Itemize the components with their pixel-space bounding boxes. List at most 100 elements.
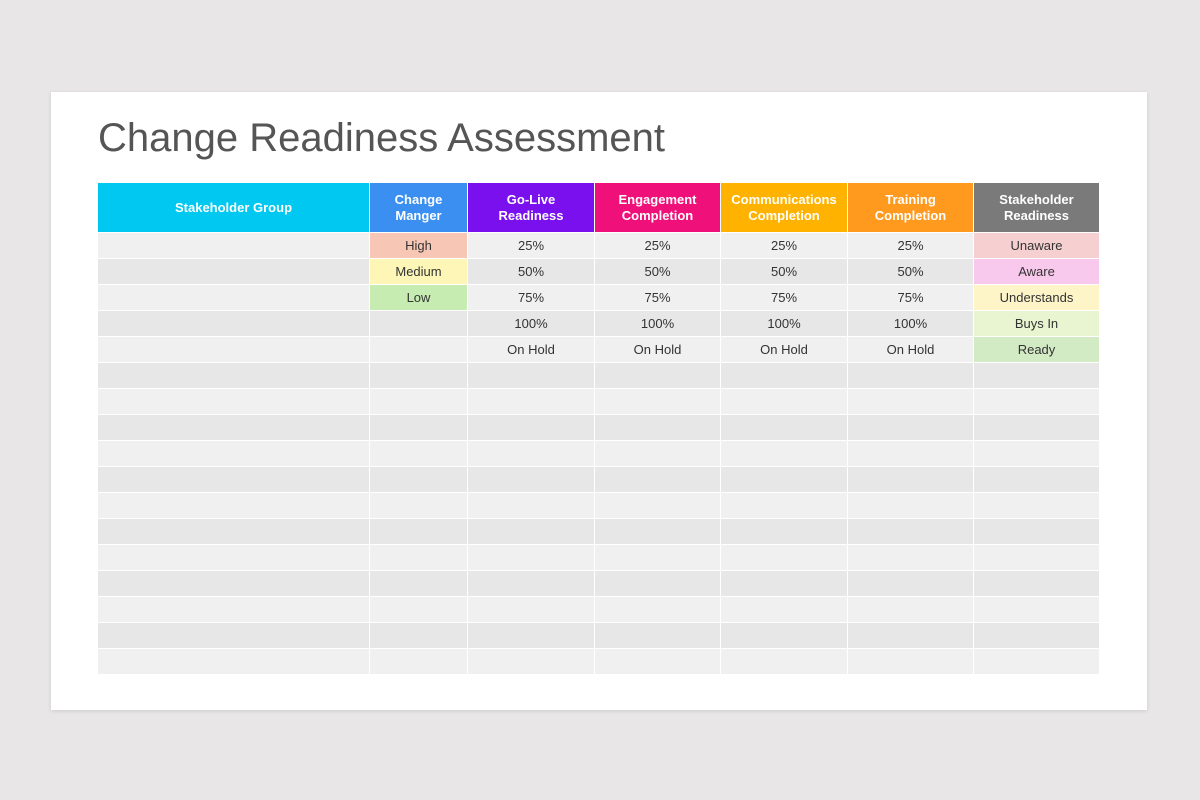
empty-cell (974, 571, 1100, 597)
table-cell: 50% (595, 259, 721, 285)
empty-cell (370, 519, 468, 545)
empty-cell (370, 415, 468, 441)
empty-cell (848, 363, 974, 389)
table-cell: 100% (468, 311, 595, 337)
empty-cell (595, 571, 721, 597)
empty-cell (370, 649, 468, 675)
table-cell: 75% (848, 285, 974, 311)
table-cell: Ready (974, 337, 1100, 363)
table-cell: 25% (721, 233, 848, 259)
empty-cell (370, 545, 468, 571)
empty-cell (974, 389, 1100, 415)
empty-cell (848, 441, 974, 467)
table-cell: 50% (848, 259, 974, 285)
empty-cell (468, 389, 595, 415)
empty-cell (468, 623, 595, 649)
empty-cell (98, 311, 370, 337)
empty-cell (98, 233, 370, 259)
empty-cell (974, 649, 1100, 675)
empty-cell (98, 519, 370, 545)
empty-cell (98, 363, 370, 389)
empty-cell (595, 519, 721, 545)
empty-cell (468, 493, 595, 519)
header-cell: Change Manger (370, 183, 468, 233)
table-cell: Unaware (974, 233, 1100, 259)
empty-cell (370, 623, 468, 649)
empty-cell (974, 623, 1100, 649)
empty-cell (721, 623, 848, 649)
empty-cell (595, 363, 721, 389)
empty-cell (370, 441, 468, 467)
empty-cell (98, 597, 370, 623)
empty-cell (468, 415, 595, 441)
empty-cell (721, 519, 848, 545)
empty-cell (98, 259, 370, 285)
empty-cell (848, 571, 974, 597)
empty-cell (721, 415, 848, 441)
empty-cell (721, 571, 848, 597)
empty-cell (98, 545, 370, 571)
table-cell: On Hold (848, 337, 974, 363)
empty-cell (848, 597, 974, 623)
empty-cell (721, 467, 848, 493)
table-cell: 100% (848, 311, 974, 337)
empty-cell (370, 337, 468, 363)
empty-cell (595, 389, 721, 415)
empty-cell (848, 467, 974, 493)
empty-cell (974, 363, 1100, 389)
empty-cell (98, 649, 370, 675)
empty-cell (721, 389, 848, 415)
empty-cell (595, 545, 721, 571)
empty-cell (974, 467, 1100, 493)
table-cell: 50% (721, 259, 848, 285)
empty-cell (468, 363, 595, 389)
table-cell: Low (370, 285, 468, 311)
header-cell: Communications Completion (721, 183, 848, 233)
title: Change Readiness Assessment (98, 116, 665, 160)
table-cell: 100% (595, 311, 721, 337)
empty-cell (595, 493, 721, 519)
empty-cell (98, 623, 370, 649)
header-cell: Stakeholder Readiness (974, 183, 1100, 233)
empty-cell (98, 415, 370, 441)
table-cell: 25% (595, 233, 721, 259)
empty-cell (974, 597, 1100, 623)
empty-cell (974, 415, 1100, 441)
empty-cell (848, 545, 974, 571)
empty-cell (98, 285, 370, 311)
empty-cell (98, 571, 370, 597)
empty-cell (98, 467, 370, 493)
empty-cell (595, 415, 721, 441)
empty-cell (370, 571, 468, 597)
empty-cell (974, 441, 1100, 467)
empty-cell (595, 649, 721, 675)
table-cell: 50% (468, 259, 595, 285)
empty-cell (848, 493, 974, 519)
empty-cell (468, 571, 595, 597)
header-cell: Stakeholder Group (98, 183, 370, 233)
empty-cell (370, 389, 468, 415)
empty-cell (98, 441, 370, 467)
empty-cell (974, 493, 1100, 519)
empty-cell (974, 519, 1100, 545)
empty-cell (98, 389, 370, 415)
table-cell: On Hold (721, 337, 848, 363)
table-cell: High (370, 233, 468, 259)
empty-cell (468, 519, 595, 545)
empty-cell (848, 623, 974, 649)
header-cell: Engagement Completion (595, 183, 721, 233)
empty-cell (468, 597, 595, 623)
empty-cell (974, 545, 1100, 571)
empty-cell (370, 363, 468, 389)
empty-cell (98, 337, 370, 363)
empty-cell (468, 467, 595, 493)
empty-cell (848, 519, 974, 545)
empty-cell (468, 649, 595, 675)
empty-cell (721, 545, 848, 571)
empty-cell (848, 415, 974, 441)
table-cell: Understands (974, 285, 1100, 311)
table-cell: Medium (370, 259, 468, 285)
empty-cell (468, 545, 595, 571)
empty-cell (848, 389, 974, 415)
empty-cell (370, 597, 468, 623)
